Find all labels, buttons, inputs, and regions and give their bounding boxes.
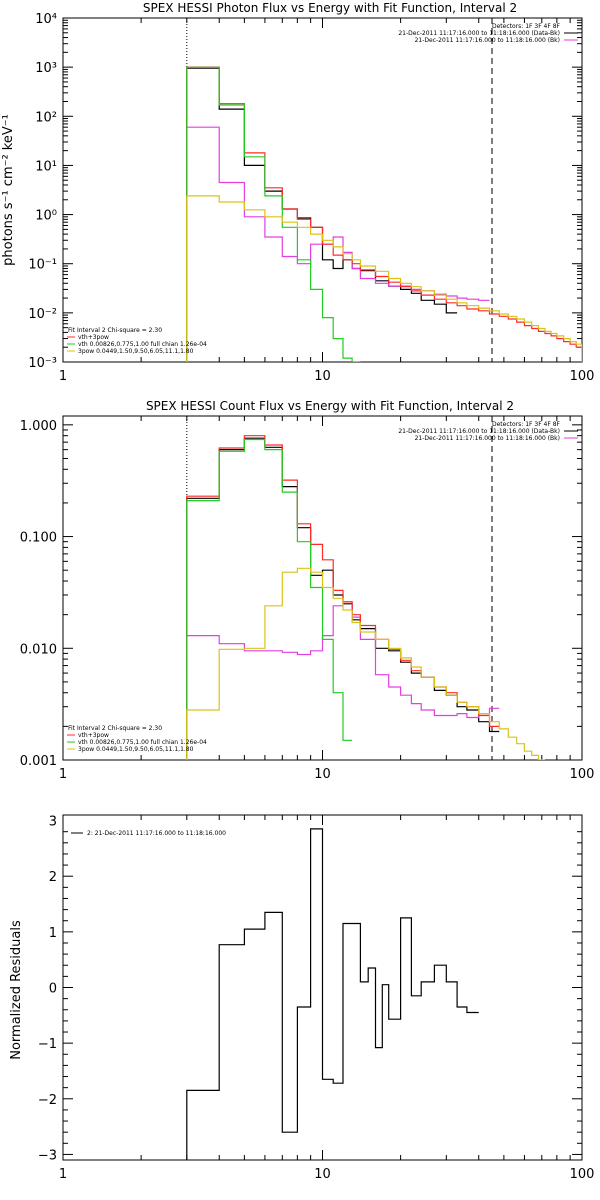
y-tick-label: 10⁻² — [28, 307, 57, 322]
y-tick-label: −3 — [38, 1148, 57, 1163]
y-tick-label: 10⁻³ — [28, 356, 57, 371]
y-tick-label: 10³ — [35, 61, 57, 76]
y-tick-label: 1 — [49, 926, 57, 941]
y-tick-label: 1.000 — [20, 419, 57, 434]
count-flux-panel: SPEX HESSI Count Flux vs Energy with Fit… — [20, 399, 595, 782]
series-line — [186, 66, 361, 362]
fit-legend-text: vth 0.00826,0.775,1.00 full chian 1.26e-… — [78, 341, 207, 348]
y-tick-label: 3 — [49, 815, 57, 830]
x-tick-label: 100 — [570, 369, 595, 384]
y-tick-label: 0.100 — [20, 531, 57, 546]
y-tick-label: 0 — [49, 982, 57, 997]
fit-legend-text: vth 0.00826,0.775,1.00 full chian 1.26e-… — [78, 739, 207, 746]
info-text: 21-Dec-2011 11:17:16.000 to 11:18:16.000… — [398, 428, 560, 435]
y-tick-label: 0.001 — [20, 754, 57, 769]
residuals-ylabel: Normalized Residuals — [9, 920, 24, 1060]
x-tick-label: 10 — [314, 767, 331, 782]
photon-flux-title: SPEX HESSI Photon Flux vs Energy with Fi… — [143, 1, 517, 15]
y-tick-label: 10⁰ — [35, 209, 57, 224]
y-tick-label: 10¹ — [35, 159, 57, 174]
y-tick-label: −1 — [38, 1037, 57, 1052]
fit-legend-text: Fit Interval 2 Chi-square = 2.30 — [68, 725, 162, 732]
fit-legend-text: 3pow 0.0449,1.50,9.50,6.05,11.1,1.80 — [78, 746, 194, 753]
photon-flux-panel: SPEX HESSI Photon Flux vs Energy with Fi… — [1, 1, 594, 384]
fit-legend-text: 3pow 0.0449,1.50,9.50,6.05,11.1,1.80 — [78, 348, 194, 355]
series-line — [186, 195, 582, 362]
y-tick-label: −2 — [38, 1093, 57, 1108]
photon-flux-ylabel: photons s⁻¹ cm⁻² keV⁻¹ — [1, 114, 16, 266]
series-line — [186, 601, 500, 760]
fit-legend-text: vth+3pow — [78, 334, 109, 341]
residual-legend-text: 2: 21-Dec-2011 11:17:16.000 to 11:18:16.… — [87, 830, 226, 837]
info-text: 21-Dec-2011 11:17:16.000 to 11:18:16.000… — [398, 30, 560, 37]
info-text: 21-Dec-2011 11:17:16.000 to 11:18:16.000… — [415, 37, 560, 44]
y-tick-label: 0.010 — [20, 642, 57, 657]
x-tick-label: 10 — [314, 369, 331, 384]
y-tick-label: 10² — [35, 110, 57, 125]
series-line — [186, 567, 545, 760]
x-tick-label: 1 — [59, 1167, 67, 1182]
series-line — [186, 438, 353, 760]
x-tick-label: 1 — [59, 767, 67, 782]
y-tick-label: 2 — [49, 870, 57, 885]
series-line — [186, 66, 582, 362]
count-flux-title: SPEX HESSI Count Flux vs Energy with Fit… — [146, 399, 514, 413]
y-tick-label: 10⁻¹ — [28, 258, 57, 273]
x-tick-label: 10 — [314, 1167, 331, 1182]
y-tick-label: 10⁴ — [35, 12, 57, 27]
x-tick-label: 100 — [570, 767, 595, 782]
info-text: 21-Dec-2011 11:17:16.000 to 11:18:16.000… — [415, 435, 560, 442]
series-line — [186, 126, 490, 362]
info-text: Detectors: 1F 3F 4F 8F — [492, 421, 561, 428]
series-line — [186, 828, 479, 1160]
x-tick-label: 1 — [59, 369, 67, 384]
residuals-panel: Normalized Residuals 1 10 100 −3 −2 −1 0 1 2 3 2: … — [9, 814, 595, 1182]
fit-legend-text: Fit Interval 2 Chi-square = 2.30 — [68, 327, 162, 334]
x-tick-label: 100 — [570, 1167, 595, 1182]
info-text: Detectors: 1F 3F 4F 8F — [492, 23, 561, 30]
fit-legend-text: vth+3pow — [78, 732, 109, 739]
